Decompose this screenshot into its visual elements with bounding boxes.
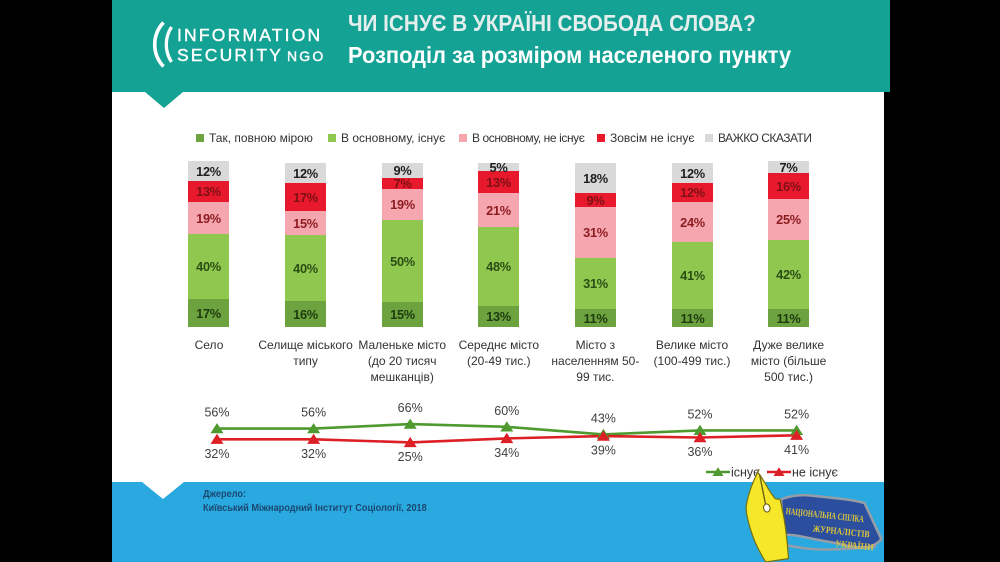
svg-text:25%: 25% (398, 450, 423, 464)
svg-text:66%: 66% (398, 401, 423, 415)
svg-text:52%: 52% (687, 407, 712, 421)
svg-text:60%: 60% (494, 404, 519, 418)
svg-text:32%: 32% (204, 447, 229, 461)
svg-text:43%: 43% (591, 411, 616, 425)
svg-text:не існує: не існує (792, 466, 839, 480)
svg-text:34%: 34% (494, 446, 519, 460)
svg-text:39%: 39% (591, 444, 616, 458)
svg-text:52%: 52% (784, 407, 809, 421)
svg-text:36%: 36% (687, 445, 712, 459)
svg-text:56%: 56% (204, 406, 229, 420)
svg-text:32%: 32% (301, 447, 326, 461)
svg-text:41%: 41% (784, 443, 809, 457)
svg-text:існує: існує (731, 466, 760, 480)
svg-text:56%: 56% (301, 406, 326, 420)
